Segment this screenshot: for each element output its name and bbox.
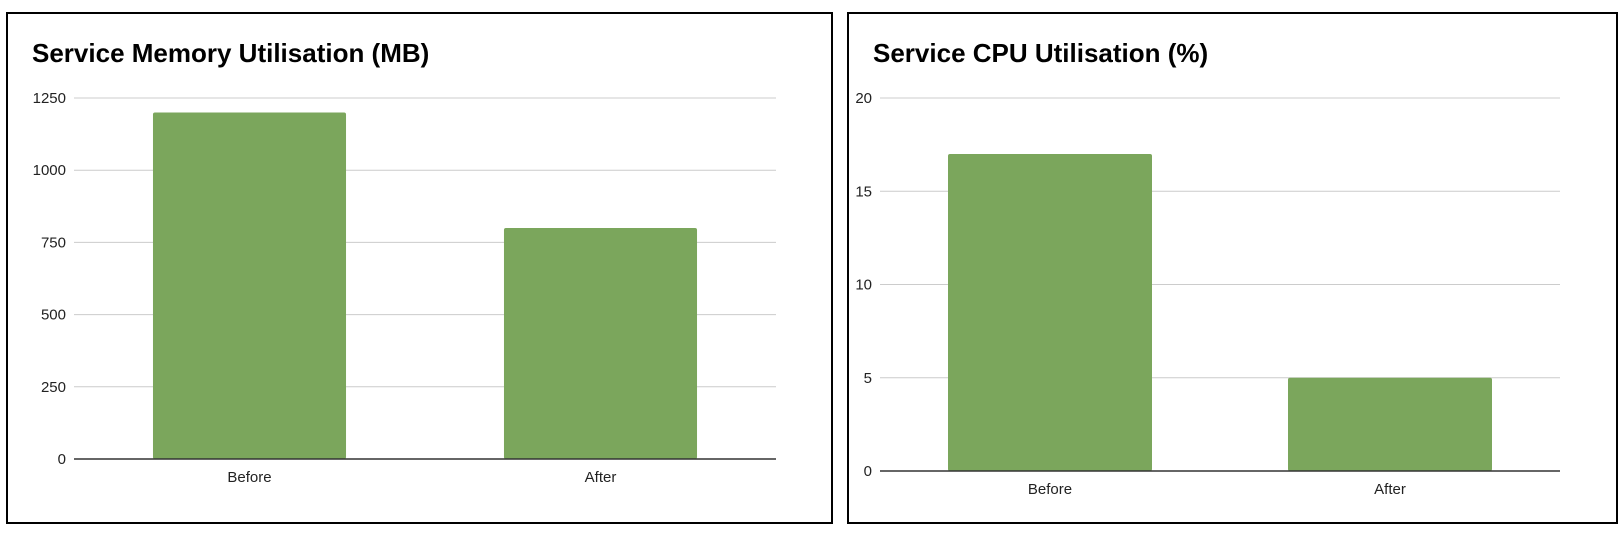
cpu-chart-title: Service CPU Utilisation (%)	[873, 38, 1209, 68]
cpu-bar-before	[948, 153, 1152, 471]
cpu-x-tick-label: Before	[1028, 481, 1072, 498]
cpu-chart-plot: 0 5 10 15 20 Before After	[855, 90, 1560, 498]
cpu-y-tick-label: 20	[855, 90, 872, 107]
cpu-y-tick-label: 5	[864, 370, 872, 387]
memory-y-tick-label: 250	[41, 379, 66, 396]
memory-y-tick-label: 1250	[33, 90, 66, 107]
cpu-x-tick-label: After	[1374, 481, 1406, 498]
memory-chart-title: Service Memory Utilisation (MB)	[32, 38, 430, 68]
memory-bar-before	[152, 112, 347, 459]
memory-y-tick-label: 750	[41, 234, 66, 251]
memory-chart-plot: 0 250 500 750 1000 1250 Before After	[33, 90, 776, 486]
cpu-y-tick-label: 10	[855, 277, 872, 294]
cpu-y-tick-label: 15	[855, 183, 872, 200]
cpu-y-tick-label: 0	[864, 463, 872, 480]
memory-chart-panel: Service Memory Utilisation (MB) 0 250 500 7…	[6, 12, 833, 524]
cpu-chart-panel: Service CPU Utilisation (%) 0 5 10 15 20 Befo…	[847, 12, 1618, 524]
memory-x-tick-label: After	[585, 469, 617, 486]
memory-y-tick-label: 500	[41, 307, 66, 324]
cpu-bar-after	[1288, 377, 1492, 471]
memory-y-tick-label: 1000	[33, 162, 66, 179]
memory-bar-after	[503, 227, 698, 459]
memory-x-tick-label: Before	[227, 469, 271, 486]
memory-y-tick-label: 0	[58, 451, 66, 468]
